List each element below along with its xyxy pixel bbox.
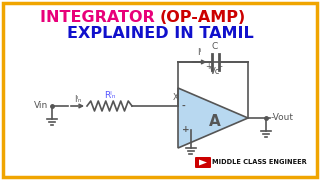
Text: Vc: Vc [210, 67, 220, 76]
Text: -: - [182, 102, 186, 111]
Text: Vin: Vin [34, 102, 48, 111]
Polygon shape [199, 159, 207, 165]
FancyBboxPatch shape [195, 157, 211, 168]
Text: EXPLAINED IN TAMIL: EXPLAINED IN TAMIL [67, 26, 253, 42]
Text: Rᴵₙ: Rᴵₙ [104, 91, 115, 100]
Text: X: X [173, 93, 179, 102]
Text: MIDDLE CLASS ENGINEER: MIDDLE CLASS ENGINEER [212, 159, 307, 165]
Text: (OP-AMP): (OP-AMP) [160, 10, 246, 24]
Text: Iⁱ: Iⁱ [198, 48, 202, 57]
Text: Iᴵₙ: Iᴵₙ [74, 94, 81, 103]
Text: -: - [220, 62, 223, 71]
Text: +: + [182, 125, 190, 134]
Text: A: A [209, 114, 220, 129]
Polygon shape [178, 88, 248, 148]
Text: -Vout: -Vout [271, 114, 294, 123]
Text: INTEGRATOR: INTEGRATOR [40, 10, 160, 24]
Text: +: + [205, 62, 212, 71]
Text: C: C [212, 42, 218, 51]
